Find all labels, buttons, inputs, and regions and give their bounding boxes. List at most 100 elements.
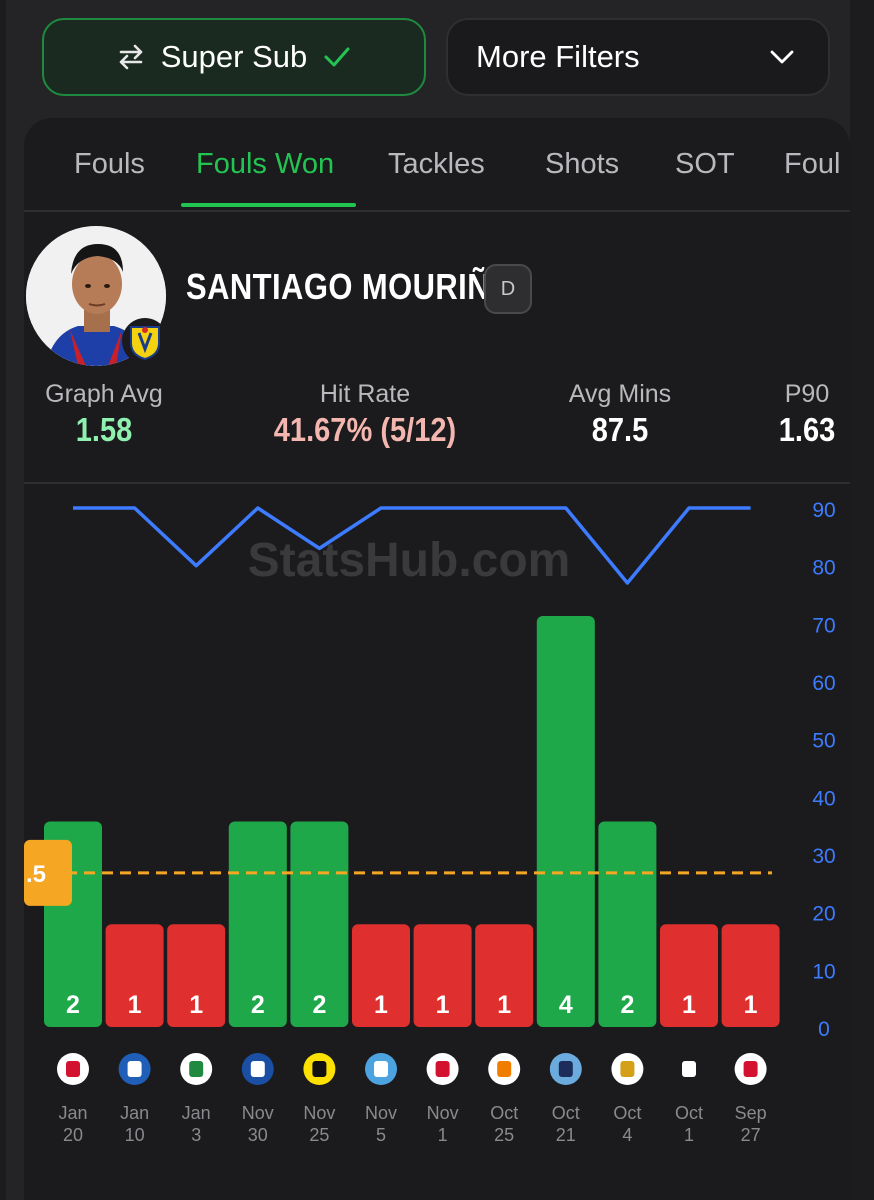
x-axis-month-label: Nov (427, 1103, 459, 1123)
real-sociedad-icon (241, 1053, 274, 1085)
tab-fouls-won[interactable]: Fouls Won (196, 148, 335, 180)
chevron-down-icon (770, 50, 794, 64)
stat-value: 87.5 (591, 411, 649, 448)
x-axis-day-label: 25 (309, 1125, 329, 1145)
more-filters-label: More Filters (476, 39, 640, 74)
bar-oct-1 (660, 924, 718, 1027)
position-badge: D (484, 264, 532, 314)
x-axis-day-label: 3 (191, 1125, 201, 1145)
stat-label: P90 (784, 380, 830, 408)
stat-label: Graph Avg (45, 380, 163, 408)
tab-sot[interactable]: SOT (675, 148, 735, 180)
y-axis-tick-40: 40 (812, 787, 835, 810)
stat-tabs: Fouls Fouls Won Tackles Shots SOT Foul (24, 118, 850, 212)
tab-shots[interactable]: Shots (545, 148, 620, 180)
bar-nov-1 (413, 924, 472, 1027)
bar-jan-10 (105, 924, 164, 1027)
x-axis-month-label: Jan (182, 1103, 211, 1123)
bar-value-label: 2 (251, 991, 265, 1019)
tab-tackles[interactable]: Tackles (388, 148, 485, 180)
x-axis-day-label: 30 (248, 1125, 268, 1145)
man-city-icon (549, 1053, 582, 1085)
bvb-icon (303, 1053, 336, 1085)
player-header: SANTIAGO MOURIÑO D (24, 224, 850, 374)
alaves-icon (118, 1053, 151, 1085)
check-icon (324, 47, 350, 67)
x-axis-month-label: Oct (490, 1103, 518, 1123)
active-tab-indicator (181, 203, 356, 207)
y-axis-tick-90: 90 (812, 499, 835, 522)
ajax-icon (57, 1053, 89, 1085)
x-axis-month-label: Oct (552, 1103, 580, 1123)
athletic-club-icon (734, 1053, 767, 1085)
bar-value-label: 2 (66, 991, 80, 1019)
y-axis-tick-50: 50 (812, 730, 835, 753)
y-axis-tick-60: 60 (812, 672, 835, 695)
bar-value-label: 1 (744, 991, 758, 1019)
super-sub-filter-button[interactable]: Super Sub (42, 18, 426, 96)
y-axis-tick-0: 0 (818, 1018, 830, 1041)
stat-value: 1.58 (75, 411, 133, 448)
bar-value-label: 4 (559, 991, 573, 1019)
player-name: SANTIAGO MOURIÑO (186, 266, 515, 307)
x-axis-day-label: 10 (125, 1125, 145, 1145)
stat-graph-avg: Graph Avg 1.58 (26, 380, 182, 449)
x-axis-day-label: 4 (622, 1125, 632, 1145)
valencia-icon (488, 1053, 521, 1085)
x-axis-month-label: Oct (675, 1103, 703, 1123)
x-axis-day-label: 1 (684, 1125, 694, 1145)
x-axis-month-label: Nov (303, 1103, 335, 1123)
bar-value-label: 1 (682, 991, 696, 1019)
bar-value-label: 1 (189, 991, 203, 1019)
pafos-icon (365, 1053, 397, 1085)
club-crest (122, 318, 168, 364)
x-axis-day-label: 27 (741, 1125, 761, 1145)
x-axis-day-label: 20 (63, 1125, 83, 1145)
villarreal-crest-icon (130, 326, 160, 361)
bar-value-label: 1 (374, 991, 388, 1019)
bar-value-label: 2 (312, 991, 326, 1019)
super-sub-label: Super Sub (160, 39, 308, 74)
threshold-label: .5 (26, 861, 46, 888)
x-axis-month-label: Jan (58, 1103, 87, 1123)
x-axis-day-label: 5 (376, 1125, 386, 1145)
filter-row: Super Sub More Filters (42, 18, 832, 100)
x-axis-month-label: Jan (120, 1103, 149, 1123)
bar-sep-27 (721, 924, 780, 1027)
tab-fouls-committed[interactable]: Foul (784, 148, 841, 180)
elche-icon (180, 1053, 213, 1085)
watermark: StatsHub.com (248, 534, 571, 587)
x-axis-day-label: 21 (556, 1125, 576, 1145)
y-axis-tick-20: 20 (812, 903, 835, 926)
stat-hit-rate: Hit Rate 41.67% (5/12) (250, 380, 480, 449)
divider (24, 482, 850, 484)
bar-value-label: 2 (620, 991, 634, 1019)
real-madrid-icon (611, 1053, 644, 1085)
minutes-line (73, 506, 751, 585)
stat-value: 1.63 (778, 411, 836, 448)
swap-arrows-icon (119, 44, 143, 70)
bar-jan-3 (167, 924, 226, 1027)
y-axis-tick-80: 80 (812, 557, 835, 580)
bar-oct-25 (475, 924, 534, 1027)
stat-avg-mins: Avg Mins 87.5 (548, 380, 692, 449)
x-axis-month-label: Nov (365, 1103, 397, 1123)
stat-label: Hit Rate (319, 380, 411, 408)
x-axis-month-label: Oct (613, 1103, 641, 1123)
stat-label: Avg Mins (568, 380, 672, 408)
tab-fouls[interactable]: Fouls (74, 148, 145, 180)
x-axis-day-label: 1 (438, 1125, 448, 1145)
summary-stats: Graph Avg 1.58 Hit Rate 41.67% (5/12) Av… (24, 380, 850, 460)
y-axis-tick-30: 30 (812, 845, 835, 868)
threshold-badge (24, 839, 72, 906)
x-axis-day-label: 25 (494, 1125, 514, 1145)
stat-value: 41.67% (5/12) (273, 411, 457, 448)
x-axis-month-label: Sep (735, 1103, 767, 1123)
y-axis-tick-70: 70 (812, 614, 835, 637)
bar-value-label: 1 (436, 991, 450, 1019)
bar-oct-21 (536, 616, 595, 1027)
x-axis-month-label: Nov (242, 1103, 274, 1123)
more-filters-dropdown[interactable]: More Filters (446, 18, 830, 96)
stat-p90: P90 1.63 (772, 380, 842, 449)
